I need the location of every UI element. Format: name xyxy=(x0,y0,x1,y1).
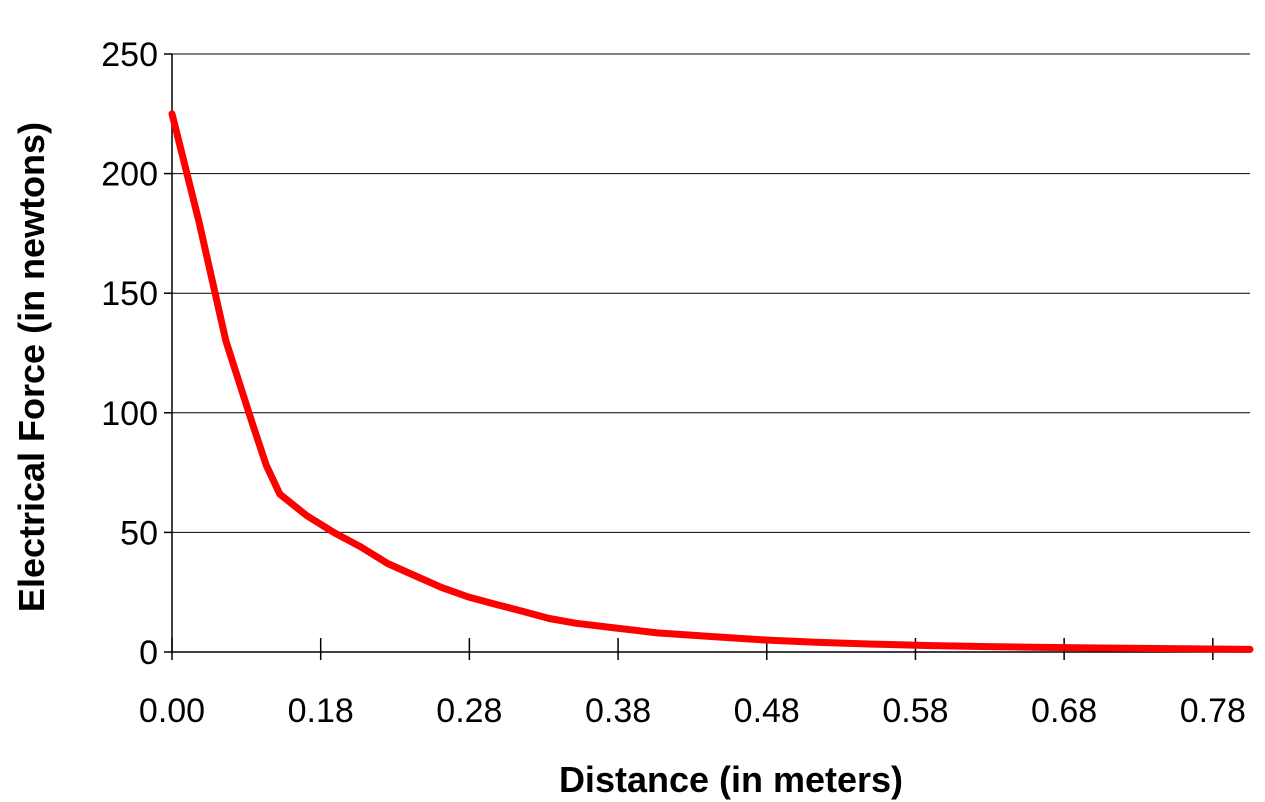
axes xyxy=(171,54,1250,653)
series-line-0 xyxy=(168,110,1254,653)
x-tick-label: 0.58 xyxy=(882,692,948,730)
x-ticks: 0.00 0.18 0.28 0.38 0.48 0.58 0.68 0.78 xyxy=(139,638,1246,730)
gridlines xyxy=(172,53,1250,533)
x-axis-title: Distance (in meters) xyxy=(559,759,903,800)
y-tick-label: 100 xyxy=(101,395,158,433)
y-tick-label: 150 xyxy=(101,275,158,313)
x-tick-label: 0.68 xyxy=(1031,692,1097,730)
y-tick-label: 50 xyxy=(120,514,158,552)
x-tick-label: 0.00 xyxy=(139,692,205,730)
series-layer xyxy=(168,110,1254,653)
x-tick-label: 0.38 xyxy=(585,692,651,730)
y-tick-label: 200 xyxy=(101,156,158,194)
x-tick-label: 0.18 xyxy=(288,692,354,730)
y-tick-label: 0 xyxy=(139,634,158,672)
y-ticks: 0 50 100 150 200 250 xyxy=(101,36,172,672)
y-axis-title: Electrical Force (in newtons) xyxy=(11,122,52,612)
x-tick-label: 0.28 xyxy=(436,692,502,730)
y-tick-label: 250 xyxy=(101,36,158,74)
x-tick-label: 0.78 xyxy=(1180,692,1246,730)
x-tick-label: 0.48 xyxy=(734,692,800,730)
